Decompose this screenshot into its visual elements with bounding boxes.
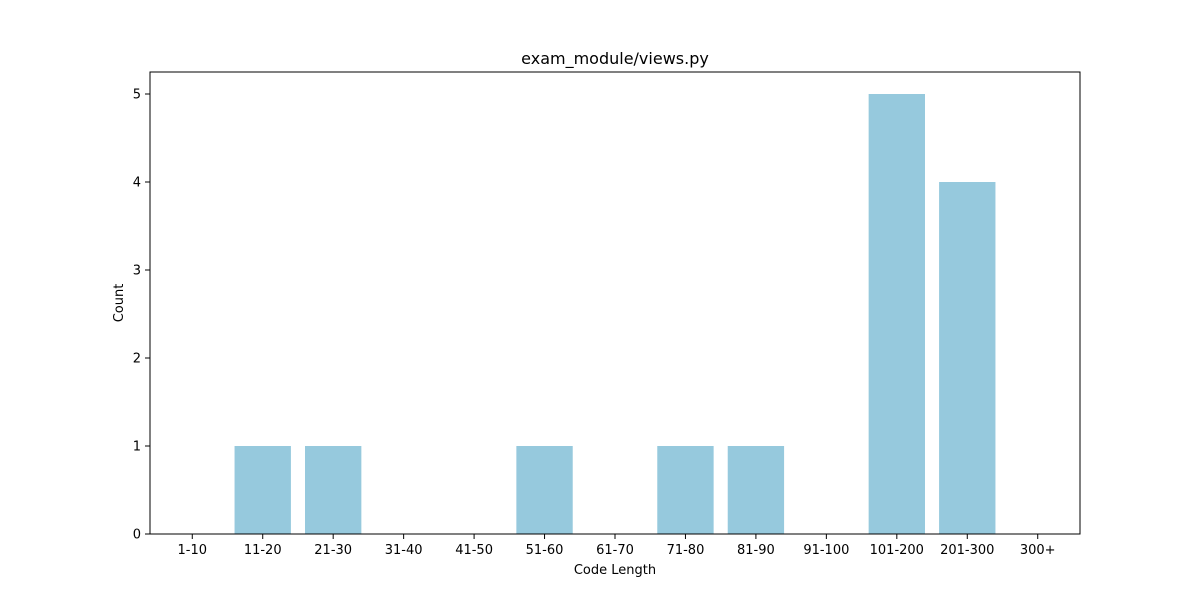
y-axis-label: Count [112,284,127,323]
x-tick-label: 1-10 [178,543,208,558]
x-tick-label: 61-70 [596,543,634,558]
bar-51-60 [516,446,573,534]
x-tick-label: 101-200 [870,543,924,558]
bar-21-30 [305,446,362,534]
x-tick-label: 31-40 [385,543,423,558]
x-tick-label: 71-80 [667,543,705,558]
x-tick-label: 51-60 [526,543,564,558]
bar-81-90 [727,446,785,534]
y-tick-label: 2 [133,352,141,367]
y-tick-label: 3 [133,264,141,279]
x-tick-label: 21-30 [314,543,352,558]
bars-group [234,94,996,534]
y-tick-label: 0 [133,528,141,543]
x-tick-label: 91-100 [803,543,849,558]
bar-71-80 [657,446,714,534]
x-tick-label: 300+ [1020,543,1056,558]
bar-101-200 [868,94,925,534]
y-tick-label: 4 [133,176,141,191]
x-tick-label: 41-50 [455,543,493,558]
x-tick-label: 11-20 [244,543,282,558]
bar-11-20 [234,446,291,534]
bar-201-300 [939,182,996,534]
x-axis-label: Code Length [574,563,656,578]
y-tick-label: 1 [133,440,141,455]
x-tick-label: 81-90 [737,543,775,558]
x-axis: 1-10 11-20 21-30 31-40 41-50 51-60 61-70 71-80 8… [178,534,1056,558]
y-axis: 0 1 2 3 4 5 [133,88,150,543]
x-tick-label: 201-300 [940,543,994,558]
y-tick-label: 5 [133,88,141,103]
chart-title: exam_module/views.py [521,49,709,69]
